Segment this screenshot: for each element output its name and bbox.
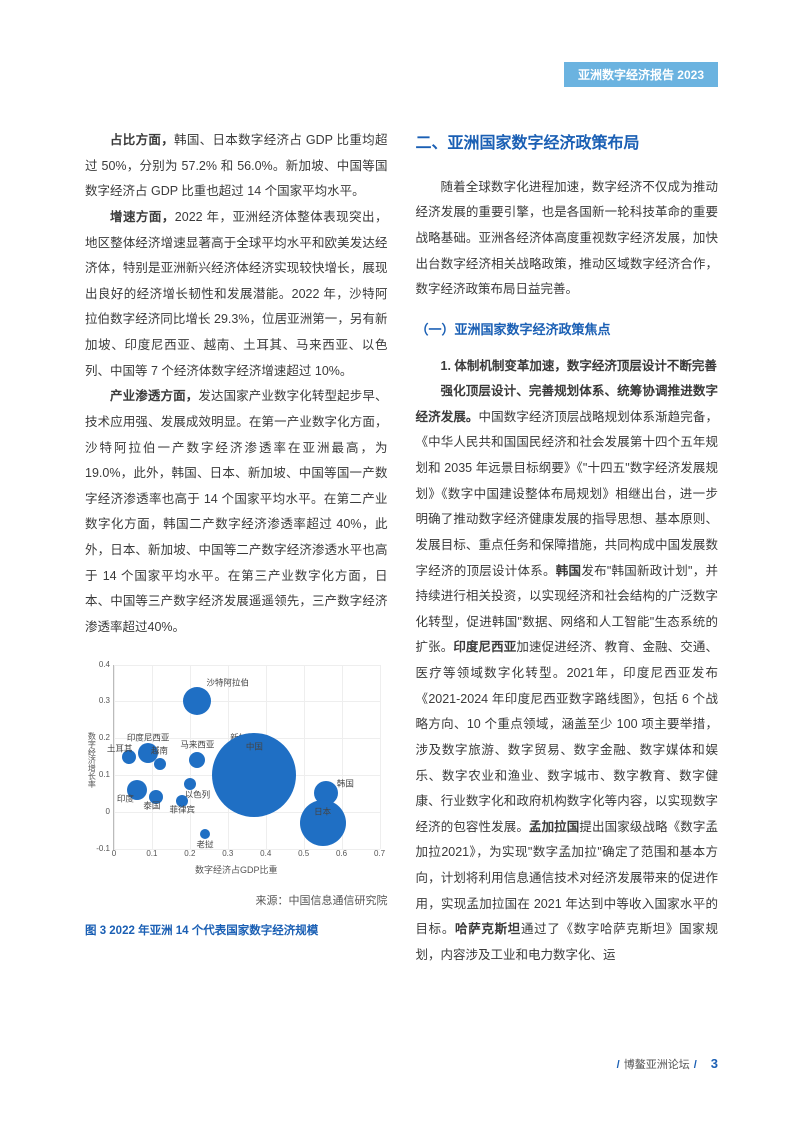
bold-kr: 韩国: [556, 564, 582, 578]
chart-xlabel: 数字经济占GDP比重: [195, 861, 278, 879]
footer-slash-l: /: [617, 1059, 620, 1071]
chart-source: 来源：中国信息通信研究院: [85, 890, 388, 913]
bubble-label: 土耳其: [107, 740, 133, 757]
text-bd: 提出国家级战略《数字孟加拉2021》，为实现"数字孟加拉"确定了范围和基本方向，…: [416, 820, 719, 937]
header-badge: 亚洲数字经济报告 2023: [564, 62, 718, 87]
bold-bd: 孟加拉国: [529, 820, 579, 834]
footer-slash-r: /: [694, 1059, 697, 1071]
para-penetration: 产业渗透方面，发达国家产业数字化转型起步早、技术应用强、发展成效明显。在第一产业…: [85, 384, 388, 640]
bubble-label: 越南: [151, 742, 168, 759]
bubble-label: 韩国: [337, 775, 354, 792]
bold-ratio: 占比方面，: [110, 133, 174, 147]
bold-growth: 增速方面，: [110, 210, 175, 224]
item-title: 1. 体制机制变革加速，数字经济顶层设计不断完善: [416, 354, 719, 380]
bubble-chart: 数字经济增长率 -0.100.10.20.30.400.10.20.30.40.…: [85, 659, 388, 884]
page-number: 3: [711, 1056, 718, 1071]
bold-kz: 哈萨克斯坦: [455, 922, 521, 936]
section-title: 二、亚洲国家数字经济政策布局: [416, 128, 719, 161]
bold-id: 印度尼西亚: [453, 640, 516, 654]
bubble-label: 马来西亚: [180, 737, 214, 754]
bubble-label: 中国: [246, 739, 263, 756]
subsection-title: （一）亚洲国家数字经济政策焦点: [416, 317, 719, 344]
text-penetration: 发达国家产业数字化转型起步早、技术应用强、发展成效明显。在第一产业数字化方面，沙…: [85, 389, 388, 634]
text-growth: 2022 年，亚洲经济体整体表现突出，地区整体经济增速显著高于全球平均水平和欧美…: [85, 210, 388, 378]
para-ratio: 占比方面，韩国、日本数字经济占 GDP 比重均超过 50%，分别为 57.2% …: [85, 128, 388, 205]
bubble-point: [189, 752, 205, 768]
page-footer: / 博鳌亚洲论坛 / 3: [613, 1056, 718, 1072]
text-id: 加速促进经济、教育、金融、交通、医疗等领域数字化转型。2021年，印度尼西亚发布…: [416, 640, 719, 833]
footer-org: 博鳌亚洲论坛: [624, 1059, 690, 1071]
bubble-label: 印度: [117, 790, 134, 807]
bold-penetration: 产业渗透方面，: [110, 389, 198, 403]
text-cn: 中国数字经济顶层战略规划体系渐趋完备，《中华人民共和国国民经济和社会发展第十四个…: [416, 410, 719, 578]
bubble-label: 老挝: [197, 836, 214, 853]
bubble-label: 沙特阿拉伯: [207, 674, 250, 691]
chart-caption: 图 3 2022 年亚洲 14 个代表国家数字经济规模: [85, 920, 388, 944]
para-growth: 增速方面，2022 年，亚洲经济体整体表现突出，地区整体经济增速显著高于全球平均…: [85, 205, 388, 384]
intro-para: 随着全球数字化进程加速，数字经济不仅成为推动经济发展的重要引擎，也是各国新一轮科…: [416, 175, 719, 303]
bubble-label: 泰国: [143, 797, 160, 814]
body-para: 强化顶层设计、完善规划体系、统筹协调推进数字经济发展。中国数字经济顶层战略规划体…: [416, 379, 719, 968]
chart-plot-area: -0.100.10.20.30.400.10.20.30.40.50.60.7沙…: [113, 665, 380, 850]
right-column: 二、亚洲国家数字经济政策布局 随着全球数字化进程加速，数字经济不仅成为推动经济发…: [416, 128, 719, 969]
bubble-label: 日本: [314, 803, 331, 820]
left-column: 占比方面，韩国、日本数字经济占 GDP 比重均超过 50%，分别为 57.2% …: [85, 128, 388, 969]
bubble-label: 菲律宾: [170, 801, 196, 818]
content-columns: 占比方面，韩国、日本数字经济占 GDP 比重均超过 50%，分别为 57.2% …: [85, 128, 718, 969]
